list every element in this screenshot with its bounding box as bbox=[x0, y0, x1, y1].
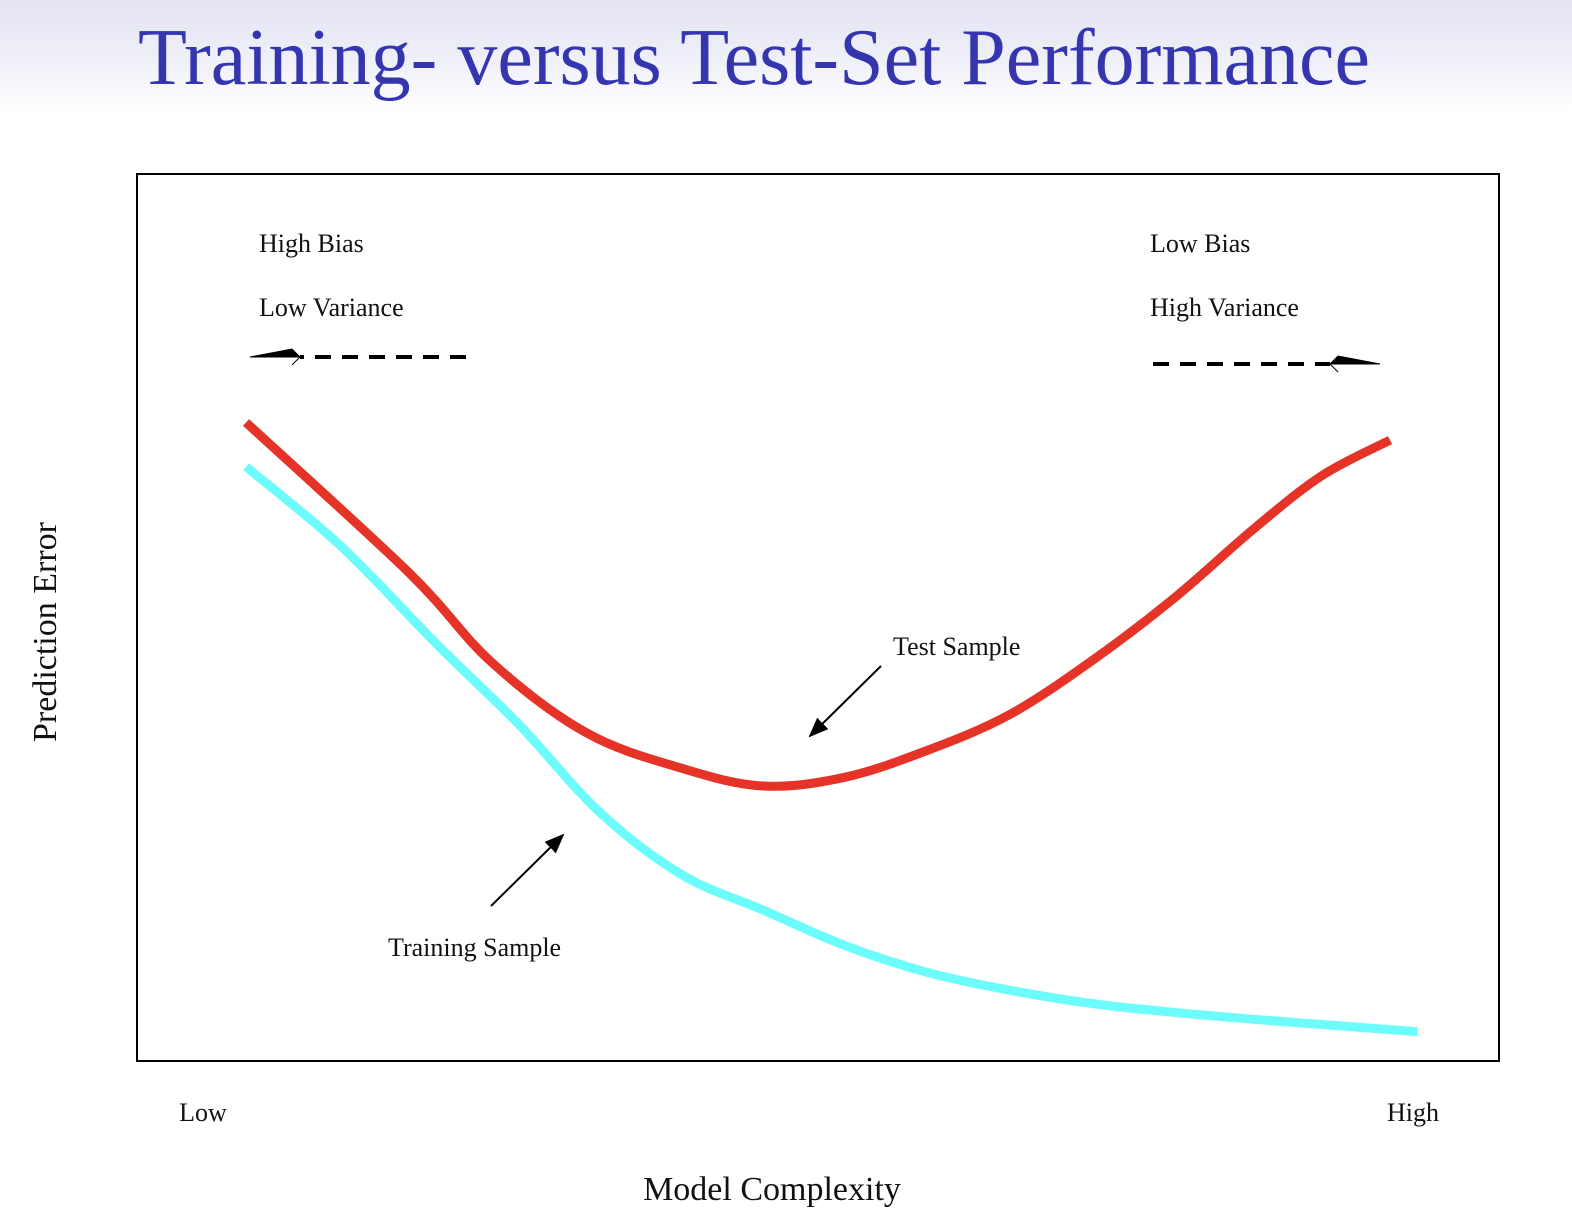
series-layer bbox=[242, 419, 1418, 1037]
slide-title: Training- versus Test-Set Performance bbox=[138, 14, 1370, 102]
x-tick-label-high: High bbox=[1387, 1098, 1439, 1127]
series-label-test-sample: Test Sample bbox=[893, 632, 1020, 661]
x-tick-label-low: Low bbox=[179, 1098, 227, 1127]
test-sample-pointer bbox=[808, 665, 882, 738]
series-line-test-sample bbox=[242, 419, 1393, 791]
annotation-low-bias: Low Bias bbox=[1150, 229, 1250, 258]
x-axis-label: Model Complexity bbox=[643, 1171, 901, 1208]
annotation-low-variance: Low Variance bbox=[259, 293, 404, 322]
series-line-training-sample bbox=[243, 463, 1418, 1037]
annotation-high-bias: High Bias bbox=[259, 229, 364, 258]
y-axis-label: Prediction Error bbox=[27, 521, 64, 742]
series-label-training-sample: Training Sample bbox=[388, 933, 561, 962]
annotation-high-variance: High Variance bbox=[1150, 293, 1299, 322]
right-dashed-arrow bbox=[1153, 355, 1381, 373]
training-sample-pointer bbox=[490, 833, 565, 907]
plot-frame bbox=[136, 173, 1500, 1062]
left-dashed-arrow bbox=[249, 348, 466, 366]
